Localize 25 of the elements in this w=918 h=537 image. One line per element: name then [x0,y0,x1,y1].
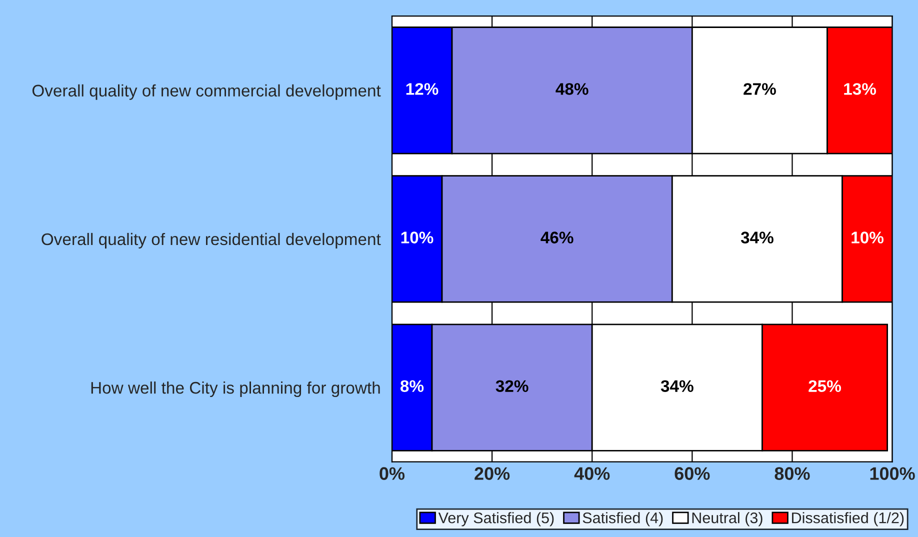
data-label: 10% [401,232,434,244]
data-label: 34% [740,232,774,244]
data-label: 12% [406,83,438,95]
data-label: 34% [660,380,694,392]
data-label: 25% [808,380,841,392]
x-tick-label: 60% [674,467,710,480]
legend-label: Satisfied (4) [582,512,663,526]
legend-label: Neutral (3) [692,512,762,526]
data-label: 32% [496,380,528,392]
data-label: 27% [744,83,776,95]
y-tick-label: Overall quality of new commercial development [32,84,381,100]
legend-label: Very Satisfied (5) [438,512,554,526]
data-label: 13% [844,83,876,95]
legend-label: Dissatisfied (1/2) [792,512,904,526]
x-tick-label: 20% [474,467,510,480]
x-tick-label: 100% [870,467,915,480]
y-tick-label: Overall quality of new residential development [42,232,381,248]
data-label: 48% [556,83,588,95]
y-tick-label: How well the City is planning for growth [91,381,380,398]
x-tick-label: 40% [574,467,610,480]
data-label: 8% [400,380,424,392]
x-tick-label: 80% [774,467,810,480]
data-label: 46% [540,232,574,244]
data-label: 10% [852,232,884,244]
x-tick-label: 0% [380,467,405,480]
